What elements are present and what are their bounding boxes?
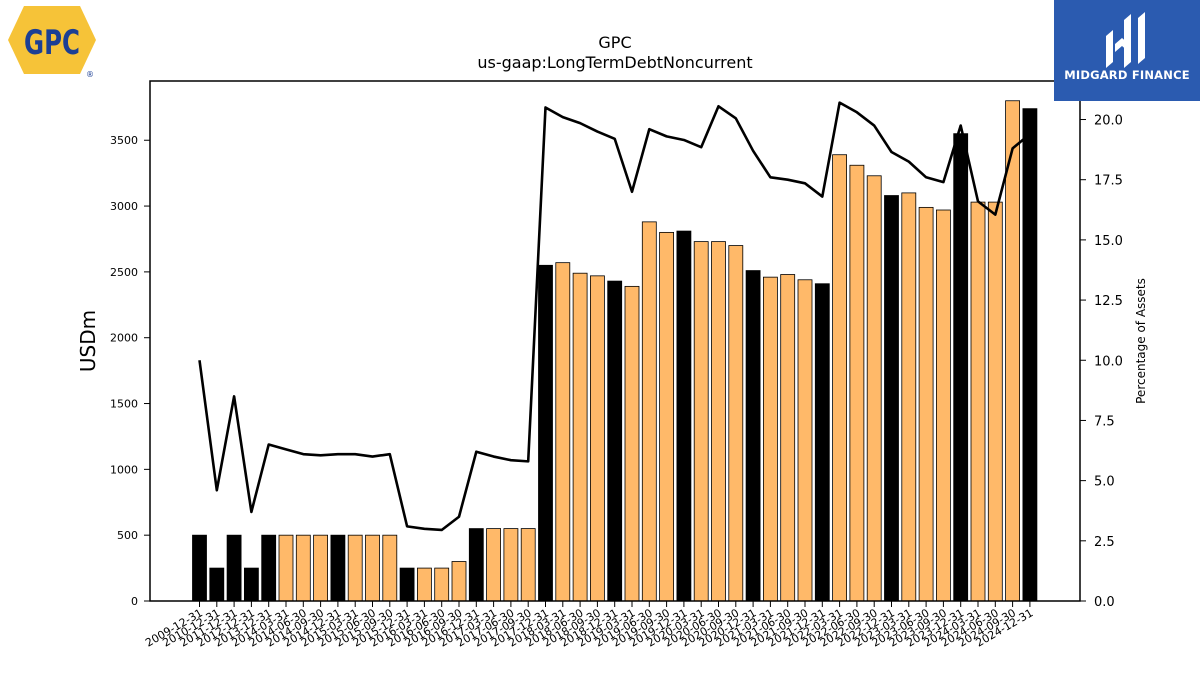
bar-2013-12-31	[261, 534, 277, 602]
bar-2022-03-31	[832, 154, 847, 602]
y2-tick-label-0.0: 0.0	[1094, 595, 1115, 610]
bar-2021-12-31	[814, 283, 830, 602]
y2-tick-label-17.5: 17.5	[1094, 174, 1123, 189]
bar-2023-12-31	[953, 133, 969, 602]
bar-2022-12-31	[884, 195, 899, 602]
bar-2016-06-30	[434, 567, 450, 602]
y-axis-label: USDm	[76, 310, 100, 372]
bar-2020-12-31	[745, 270, 761, 602]
y2-tick-label-10.0: 10.0	[1094, 354, 1123, 369]
y-tick-label-1500: 1500	[110, 398, 138, 411]
bar-2010-12-31	[209, 567, 225, 602]
bar-2023-03-31	[901, 192, 917, 602]
bars-group	[192, 100, 1038, 602]
y2-tick-label-2.5: 2.5	[1094, 535, 1115, 550]
gpc-logo: GPC ®	[4, 4, 100, 80]
bar-2019-03-31	[624, 285, 640, 602]
bar-2015-06-30	[365, 534, 380, 602]
line-group	[198, 101, 1031, 532]
bar-2018-12-31	[607, 280, 623, 602]
bar-2014-12-31	[330, 534, 346, 602]
y2-tick-label-15.0: 15.0	[1094, 234, 1123, 249]
midgard-finance-logo: MIDGARD FINANCE	[1054, 0, 1200, 101]
bar-2014-03-31	[278, 534, 294, 602]
bar-2024-06-30	[987, 201, 1003, 602]
bar-2015-12-31	[399, 567, 415, 602]
chart-subtitle: us-gaap:LongTermDebtNoncurrent	[477, 53, 752, 72]
bar-2016-12-31	[468, 528, 484, 602]
bar-2018-09-30	[590, 275, 605, 602]
bar-2020-06-30	[711, 241, 726, 602]
bar-2009-12-31	[192, 534, 207, 602]
bar-2020-09-30	[728, 245, 744, 602]
bar-2024-09-30	[1005, 100, 1020, 602]
bar-2014-06-30	[295, 534, 311, 602]
bar-2018-06-30	[572, 272, 588, 602]
bar-2017-12-31	[538, 264, 553, 602]
bar-2023-06-30	[918, 206, 934, 602]
y-tick-label-2500: 2500	[110, 266, 138, 279]
bar-2019-06-30	[641, 221, 657, 602]
midgard-mark-icon	[1106, 12, 1145, 68]
bar-2014-09-30	[313, 534, 329, 602]
y-tick-label-3500: 3500	[110, 134, 138, 147]
bar-2017-03-31	[486, 528, 502, 602]
y2-tick-label-20.0: 20.0	[1094, 114, 1123, 129]
bar-2024-12-31	[1022, 108, 1038, 602]
bar-2018-03-31	[555, 262, 571, 602]
y-tick-label-1000: 1000	[110, 463, 138, 476]
bar-2016-09-30	[451, 561, 467, 602]
x-axis: 2009-12-312010-12-312011-12-312012-12-31…	[143, 601, 1035, 650]
bar-2022-09-30	[866, 175, 882, 602]
y2-axis-label: Percentage of Assets	[1134, 278, 1148, 404]
bar-2011-12-31	[226, 534, 242, 602]
y-tick-label-2000: 2000	[110, 332, 138, 345]
gpc-logo-text: GPC	[24, 23, 80, 63]
bar-2021-06-30	[780, 274, 796, 602]
bar-2021-03-31	[763, 276, 778, 602]
bar-2017-09-30	[520, 528, 536, 602]
registered-mark: ®	[86, 70, 94, 79]
chart-title: GPC	[598, 33, 631, 52]
bar-2015-09-30	[382, 534, 398, 602]
bar-2019-12-31	[676, 230, 692, 602]
percentage-of-assets-line	[198, 101, 1031, 532]
y2-tick-label-12.5: 12.5	[1094, 294, 1123, 309]
bar-2017-06-30	[503, 528, 519, 602]
bar-2020-03-31	[693, 241, 709, 602]
bar-2023-09-30	[936, 209, 951, 602]
y-axis-right: 0.0 2.5 5.0 7.5 10.0 12.5 15.0 17.5 20.0	[1080, 114, 1123, 610]
bar-2016-03-31	[416, 567, 432, 602]
y-tick-label-3000: 3000	[110, 200, 138, 213]
bar-2022-06-30	[849, 164, 865, 602]
y-tick-label-0: 0	[131, 595, 138, 608]
bar-2019-09-30	[659, 231, 674, 602]
bar-2012-12-31	[243, 567, 259, 602]
midgard-logo-text: MIDGARD FINANCE	[1064, 68, 1190, 82]
y-axis-left: 0 500 1000 1500 2000 2500 3000 3500	[110, 134, 150, 608]
bar-2024-03-31	[970, 201, 986, 602]
bar-2021-09-30	[797, 279, 813, 602]
y-tick-label-500: 500	[117, 529, 138, 542]
bar-2015-03-31	[347, 534, 363, 602]
y2-tick-label-7.5: 7.5	[1094, 414, 1115, 429]
y2-tick-label-5.0: 5.0	[1094, 475, 1115, 490]
